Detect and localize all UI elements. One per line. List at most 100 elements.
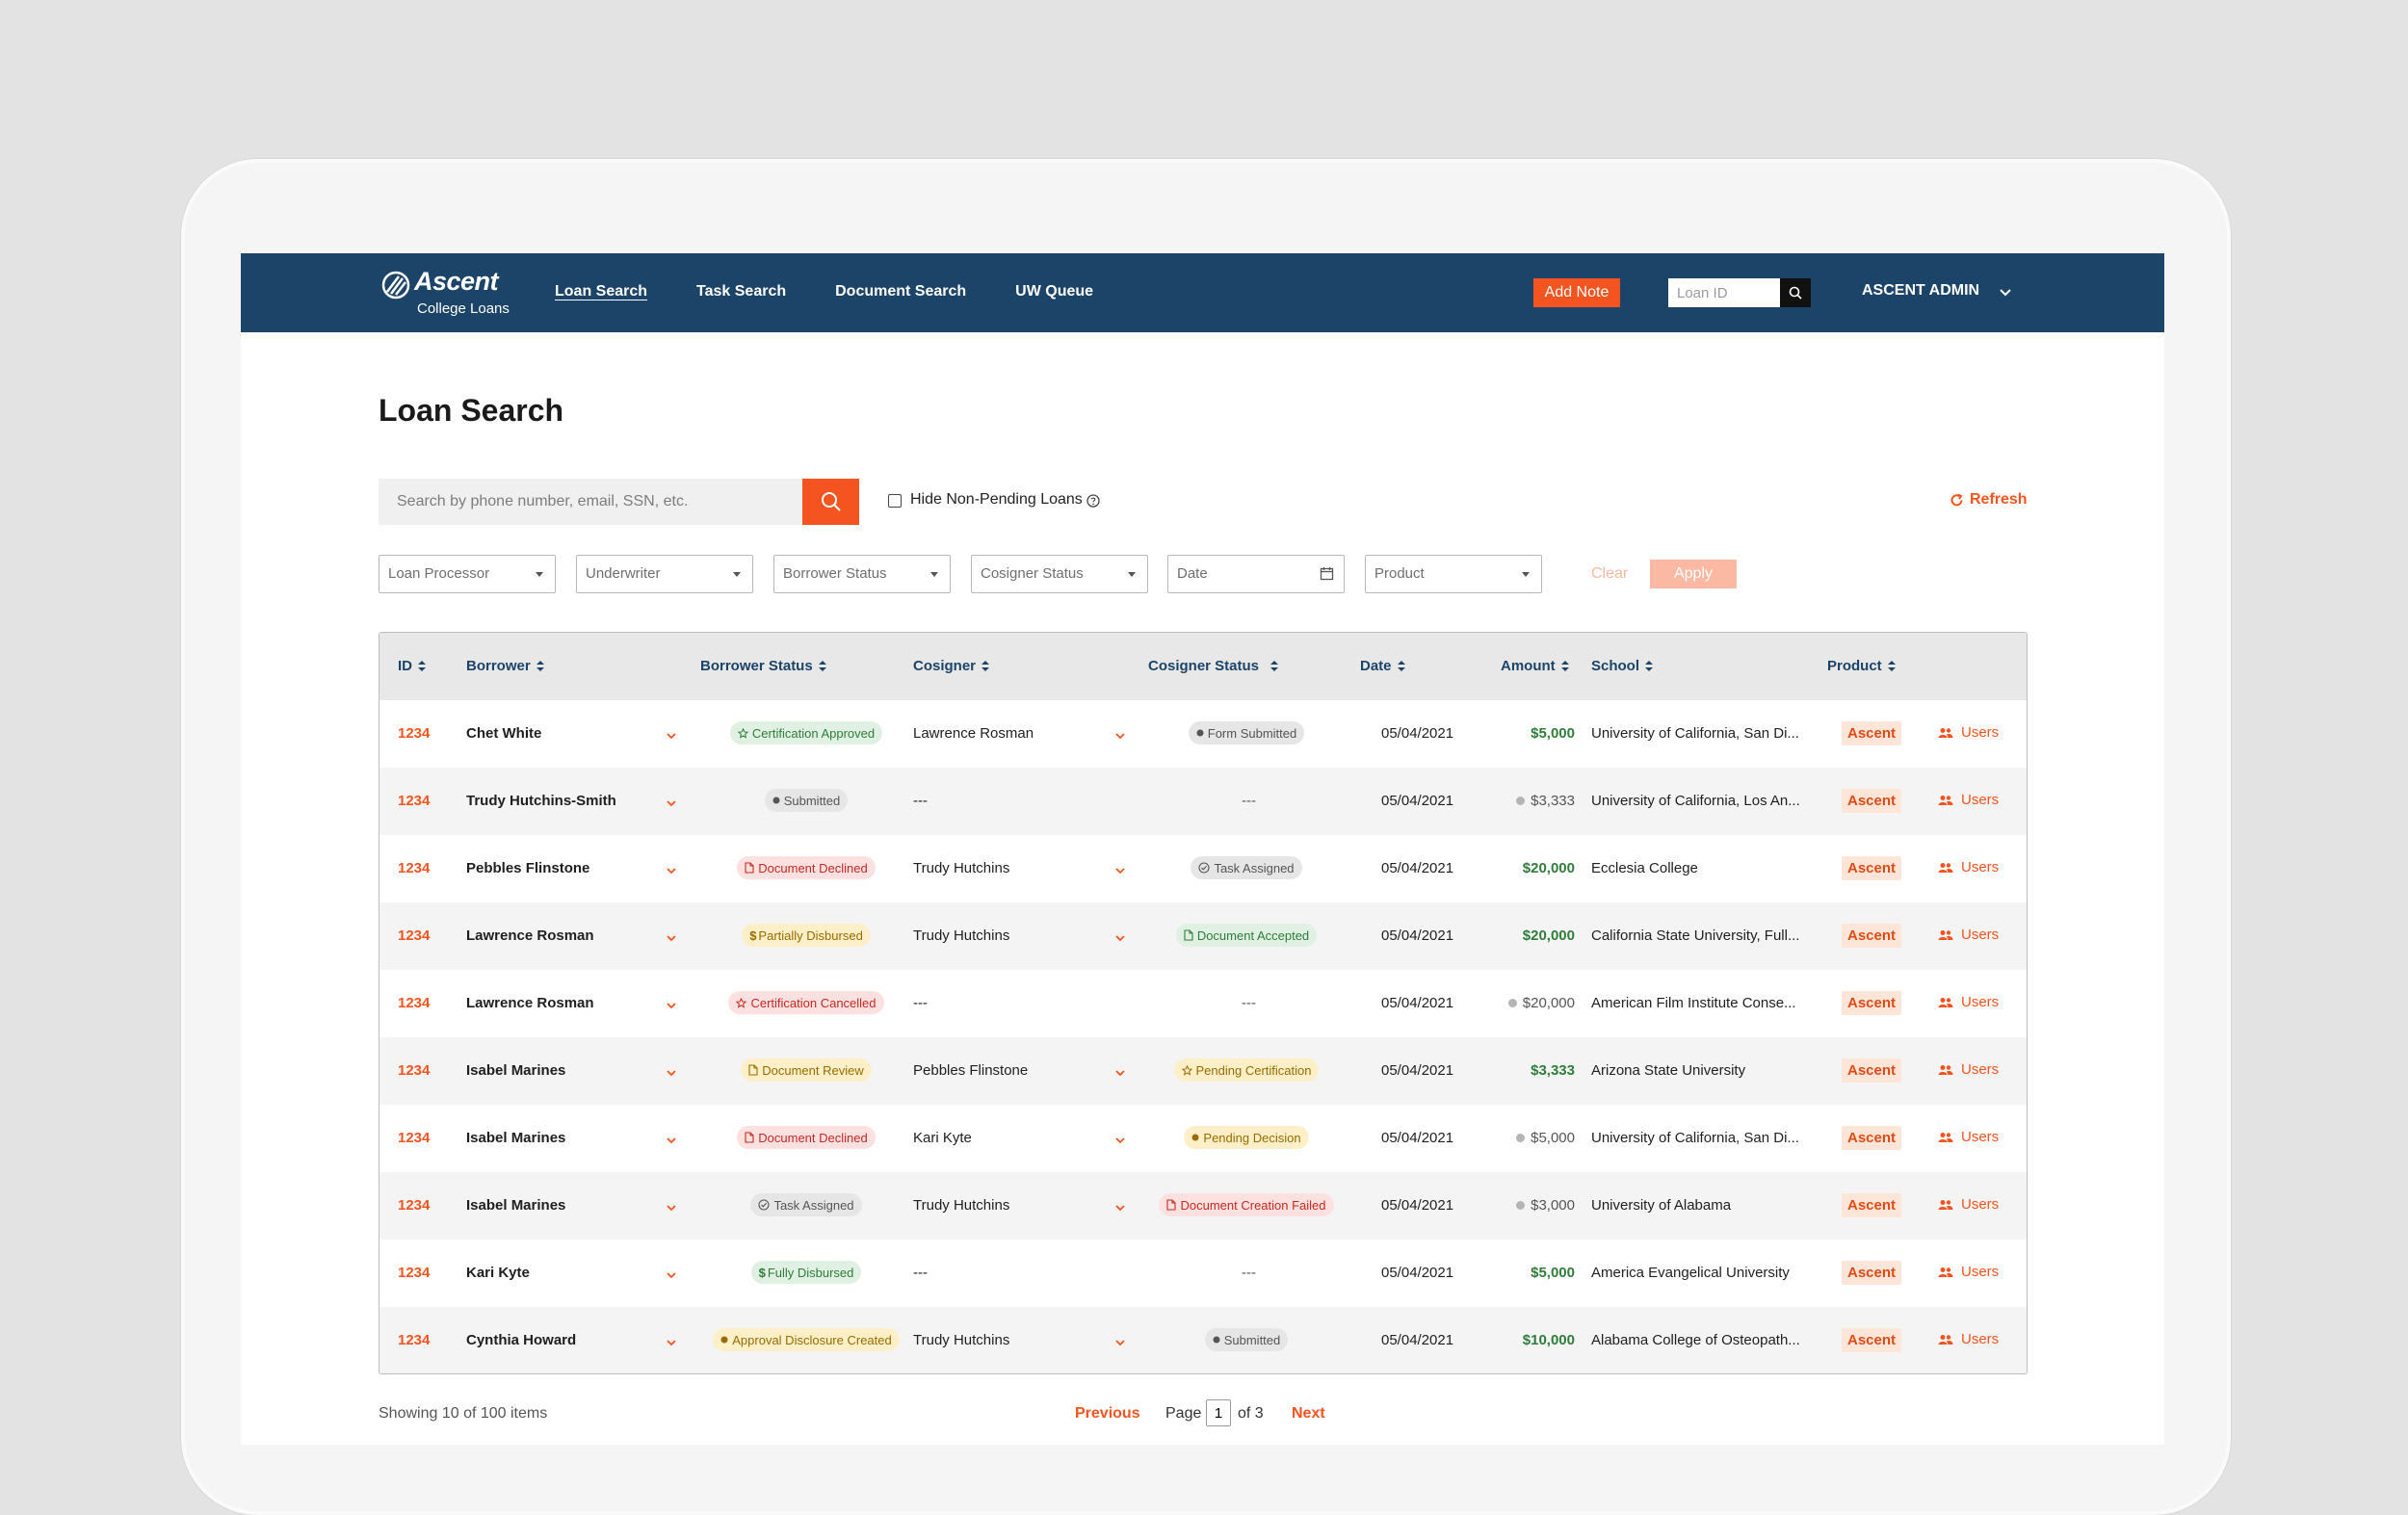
borrower-expand-chevron-icon[interactable] — [665, 998, 678, 1009]
product-tag: Ascent — [1842, 721, 1902, 745]
borrower-expand-chevron-icon[interactable] — [665, 796, 678, 807]
search-button[interactable] — [802, 479, 859, 525]
column-header-cosigner[interactable]: Cosigner — [913, 658, 990, 674]
badge-label: Pending Certification — [1195, 1062, 1312, 1078]
nav-task-search[interactable]: Task Search — [696, 283, 787, 300]
users-icon — [1938, 727, 1953, 738]
add-note-button[interactable]: Add Note — [1533, 278, 1620, 307]
pending-dot-icon — [1516, 797, 1526, 805]
column-header-cosigner-status[interactable]: Cosigner Status — [1148, 658, 1279, 674]
loan-amount: $3,333 — [1516, 793, 1575, 809]
loan-id-link[interactable]: 1234 — [398, 995, 431, 1011]
table-row: 1234 Isabel Marines Task Assigned Trudy Hut… — [380, 1172, 2027, 1240]
column-header-amount[interactable]: Amount — [1501, 658, 1569, 674]
users-link[interactable]: Users — [1938, 1264, 1999, 1280]
cosigner-expand-chevron-icon[interactable] — [1113, 728, 1127, 740]
loan-search-input[interactable] — [379, 479, 802, 525]
users-link[interactable]: Users — [1938, 1061, 1999, 1078]
cosigner-status-filter[interactable]: Cosigner Status — [971, 555, 1148, 593]
loan-id-link[interactable]: 1234 — [398, 1130, 431, 1146]
sort-icon — [1645, 661, 1654, 671]
nav-loan-search[interactable]: Loan Search — [555, 283, 648, 300]
loan-id-link[interactable]: 1234 — [398, 1332, 431, 1348]
borrower-status-badge: $ Fully Disbursed — [750, 1261, 862, 1284]
nav-uw-queue[interactable]: UW Queue — [1015, 283, 1094, 300]
apply-filters-button[interactable]: Apply — [1650, 560, 1737, 588]
badge-label: Submitted — [1223, 1332, 1281, 1347]
column-header-borrower-status[interactable]: Borrower Status — [700, 658, 826, 674]
borrower-expand-chevron-icon[interactable] — [665, 728, 678, 740]
users-link[interactable]: Users — [1938, 859, 1999, 875]
loan-amount: $20,000 — [1523, 927, 1575, 944]
cosigner-expand-chevron-icon[interactable] — [1113, 930, 1127, 942]
borrower-status-badge: $ Partially Disbursed — [742, 924, 871, 947]
users-link[interactable]: Users — [1938, 1196, 1999, 1213]
calendar-icon — [1320, 567, 1334, 581]
borrower-status-filter[interactable]: Borrower Status — [773, 555, 951, 593]
cosigner-expand-chevron-icon[interactable] — [1113, 1133, 1127, 1144]
column-header-date[interactable]: Date — [1360, 658, 1405, 674]
cosigner-status-badge: Pending Decision — [1184, 1126, 1309, 1149]
loan-id-link[interactable]: 1234 — [398, 860, 431, 876]
borrower-expand-chevron-icon[interactable] — [665, 930, 678, 942]
borrower-expand-chevron-icon[interactable] — [665, 863, 678, 875]
cosigner-expand-chevron-icon[interactable] — [1113, 1065, 1127, 1077]
hide-non-pending-label: Hide Non-Pending Loans — [910, 491, 1083, 508]
loan-id-search-button[interactable] — [1780, 278, 1811, 307]
help-icon[interactable] — [1086, 494, 1100, 508]
loan-id-link[interactable]: 1234 — [398, 725, 431, 742]
underwriter-filter[interactable]: Underwriter — [576, 555, 753, 593]
nav-document-search[interactable]: Document Search — [835, 283, 967, 300]
caret-down-icon — [733, 572, 741, 577]
users-link[interactable]: Users — [1938, 792, 1999, 808]
sort-icon — [1270, 661, 1279, 671]
column-header-borrower[interactable]: Borrower — [466, 658, 544, 674]
date-filter[interactable]: Date — [1167, 555, 1345, 593]
users-link[interactable]: Users — [1938, 994, 1999, 1010]
ascent-logo[interactable]: Ascent College Loans — [381, 267, 526, 321]
borrower-expand-chevron-icon[interactable] — [665, 1065, 678, 1077]
cosigner-expand-chevron-icon[interactable] — [1113, 863, 1127, 875]
loan-processor-filter[interactable]: Loan Processor — [379, 555, 556, 593]
borrower-expand-chevron-icon[interactable] — [665, 1200, 678, 1212]
loan-id-input[interactable] — [1668, 278, 1780, 307]
amount-value: $20,000 — [1522, 927, 1575, 944]
borrower-expand-chevron-icon[interactable] — [665, 1267, 678, 1279]
loan-amount: $5,000 — [1531, 725, 1575, 742]
hide-non-pending-checkbox[interactable] — [888, 494, 902, 508]
page-number-input[interactable] — [1206, 1399, 1231, 1426]
borrower-expand-chevron-icon[interactable] — [665, 1133, 678, 1144]
users-icon — [1938, 1199, 1953, 1210]
chevron-down-icon[interactable] — [1996, 283, 2015, 302]
users-link[interactable]: Users — [1938, 724, 1999, 741]
column-header-id[interactable]: ID — [398, 658, 426, 674]
next-page-button[interactable]: Next — [1292, 1405, 1325, 1422]
badge-label: Partially Disbursed — [758, 927, 863, 943]
star-icon — [737, 727, 748, 739]
loan-id-link[interactable]: 1234 — [398, 793, 431, 809]
borrower-expand-chevron-icon[interactable] — [665, 1335, 678, 1346]
column-header-school[interactable]: School — [1591, 658, 1654, 674]
column-header-label: Amount — [1501, 658, 1556, 674]
product-filter[interactable]: Product — [1365, 555, 1542, 593]
refresh-button[interactable]: Refresh — [1950, 491, 2028, 509]
cosigner-name: Lawrence Rosman — [913, 725, 1034, 742]
loan-id-link[interactable]: 1234 — [398, 1265, 431, 1281]
check-circle-icon — [1198, 862, 1210, 874]
badge-label: Document Creation Failed — [1180, 1197, 1326, 1213]
users-icon — [1938, 1334, 1953, 1345]
filter-label: Loan Processor — [388, 565, 490, 582]
loan-id-link[interactable]: 1234 — [398, 1062, 431, 1079]
loan-id-link[interactable]: 1234 — [398, 1197, 431, 1214]
column-header-product[interactable]: Product — [1827, 658, 1896, 674]
users-link[interactable]: Users — [1938, 927, 1999, 943]
table-row: 1234 Isabel Marines Document Review Pebbles… — [380, 1037, 2027, 1105]
clear-filters-button[interactable]: Clear — [1591, 565, 1629, 582]
user-menu-label[interactable]: ASCENT ADMIN — [1862, 282, 1980, 299]
users-link[interactable]: Users — [1938, 1331, 1999, 1347]
users-link[interactable]: Users — [1938, 1129, 1999, 1145]
previous-page-button[interactable]: Previous — [1075, 1405, 1140, 1422]
loan-id-link[interactable]: 1234 — [398, 927, 431, 944]
cosigner-expand-chevron-icon[interactable] — [1113, 1200, 1127, 1212]
cosigner-expand-chevron-icon[interactable] — [1113, 1335, 1127, 1346]
